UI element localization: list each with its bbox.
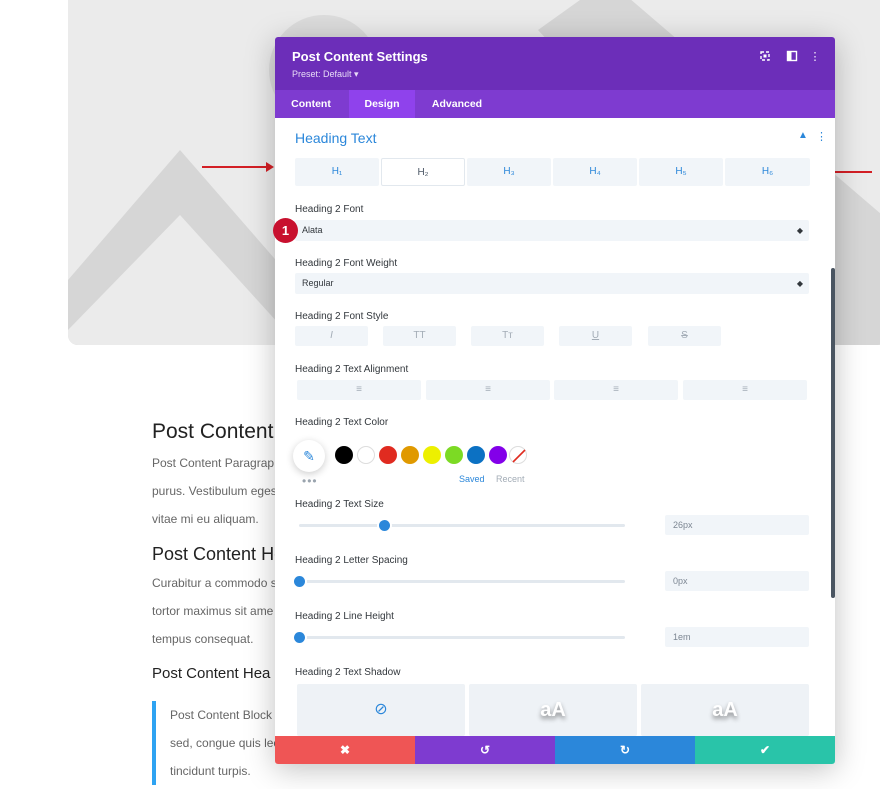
chevron-up-icon[interactable]: ▲ [798,130,808,141]
preview-heading-3: Post Content Hea [152,665,271,682]
heading-tab-h4[interactable]: H₄ [553,158,637,186]
preset-selector[interactable]: Preset: Default ▾ [292,69,359,79]
line-height-input[interactable]: 1em [665,627,809,647]
color-swatch[interactable] [467,446,485,464]
preview-paragraph-line: Curabitur a commodo s [152,576,277,590]
tab-content[interactable]: Content [291,98,331,110]
blockquote-bar [152,701,156,785]
no-shadow-icon: ⊘ [374,701,388,718]
heading-tab-h1[interactable]: H₁ [295,158,379,186]
heading-tab-h3[interactable]: H₃ [467,158,551,186]
section-options-icon[interactable]: ⋮ [816,131,827,143]
underline-button[interactable]: U [559,326,632,346]
heading-tab-h6[interactable]: H₆ [725,158,810,186]
color-swatch[interactable] [357,446,375,464]
text-size-slider[interactable] [299,520,625,531]
more-options-icon[interactable]: ⋮ [809,51,821,63]
modal-scrollbar[interactable] [831,268,835,598]
split-view-icon[interactable] [785,50,799,64]
align-center-button[interactable]: ≡ [426,380,550,400]
more-colors-icon[interactable]: ••• [302,474,318,488]
settings-modal: Post Content Settings Preset: Default ▾ … [275,37,835,764]
preview-heading-2: Post Content He [152,544,285,564]
tab-design[interactable]: Design [349,90,415,118]
modal-tabs: Content Design Advanced [275,90,835,118]
cancel-button[interactable]: ✖ [275,736,415,764]
slider-handle[interactable] [378,520,390,531]
font-label: Heading 2 Font [295,204,364,215]
preview-blockquote-line: tincidunt turpis. [170,764,251,778]
preview-heading-1: Post Content [152,420,274,443]
recent-colors-tab[interactable]: Recent [496,474,525,484]
preview-paragraph-line: Post Content Paragrap [152,456,275,470]
shadow-none-option[interactable]: ⊘ [297,684,465,736]
select-caret-icon: ◆ [796,279,803,288]
capitalize-button[interactable]: Tт [471,326,544,346]
modal-header: Post Content Settings Preset: Default ▾ … [275,37,835,90]
letter-spacing-input[interactable]: 0px [665,571,809,591]
align-justify-button[interactable]: ≡ [683,380,807,400]
saved-colors-tab[interactable]: Saved [459,474,485,484]
text-alignment-label: Heading 2 Text Alignment [295,364,409,375]
modal-footer: ✖ ↺ ↻ ✔ [275,736,835,764]
font-weight-value: Regular [302,278,334,288]
no-color-swatch[interactable] [509,446,527,464]
tab-advanced[interactable]: Advanced [431,98,483,110]
preview-blockquote-line: Post Content Block [170,708,273,722]
select-caret-icon: ◆ [796,226,803,235]
undo-button[interactable]: ↺ [415,736,555,764]
redo-button[interactable]: ↻ [555,736,695,764]
slider-handle[interactable] [294,632,305,643]
color-swatch[interactable] [423,446,441,464]
letter-spacing-label: Heading 2 Letter Spacing [295,555,408,566]
preview-paragraph-line: tempus consequat. [152,632,254,646]
font-style-label: Heading 2 Font Style [295,311,389,322]
text-size-input[interactable]: 26px [665,515,809,535]
fullscreen-icon[interactable] [758,50,772,64]
shadow-preset-2[interactable]: aA [641,684,809,736]
step-badge: 1 [273,218,298,243]
text-color-label: Heading 2 Text Color [295,417,389,428]
preview-paragraph-line: tortor maximus sit ame [152,604,274,618]
shadow-preset-1[interactable]: aA [469,684,637,736]
heading-tab-h2[interactable]: H₂ [381,158,465,186]
color-swatch[interactable] [335,446,353,464]
letter-spacing-slider[interactable] [294,576,625,587]
modal-title: Post Content Settings [292,49,428,64]
heading-tab-h5[interactable]: H₅ [639,158,723,186]
font-select-value: Alata [302,225,323,235]
align-left-button[interactable]: ≡ [297,380,421,400]
align-right-button[interactable]: ≡ [554,380,678,400]
preview-paragraph-line: purus. Vestibulum eges [152,484,277,498]
italic-button[interactable]: I [295,326,368,346]
save-button[interactable]: ✔ [695,736,835,764]
annotation-arrow-right [202,162,274,172]
slider-handle[interactable] [294,576,305,587]
heading-level-tabs: H₁ H₂ H₃ H₄ H₅ H₆ [295,158,810,186]
line-height-label: Heading 2 Line Height [295,611,394,622]
font-weight-label: Heading 2 Font Weight [295,258,398,269]
modal-body: Heading Text ▲ ⋮ H₁ H₂ H₃ H₄ H₅ H₆ Headi… [275,118,835,736]
color-swatch[interactable] [445,446,463,464]
preview-paragraph-line: vitae mi eu aliquam. [152,512,259,526]
color-swatch[interactable] [379,446,397,464]
strikethrough-button[interactable]: S [648,326,721,346]
eyedropper-icon[interactable]: ✎ [293,440,325,472]
line-height-slider[interactable] [294,632,625,643]
text-shadow-label: Heading 2 Text Shadow [295,667,401,678]
color-swatch[interactable] [401,446,419,464]
preview-blockquote-line: sed, congue quis lec [170,736,280,750]
section-title[interactable]: Heading Text [295,130,377,146]
font-weight-select[interactable]: Regular ◆ [295,273,809,294]
font-select[interactable]: Alata ◆ [295,220,809,241]
uppercase-button[interactable]: TT [383,326,456,346]
color-swatch[interactable] [489,446,507,464]
text-size-label: Heading 2 Text Size [295,499,384,510]
